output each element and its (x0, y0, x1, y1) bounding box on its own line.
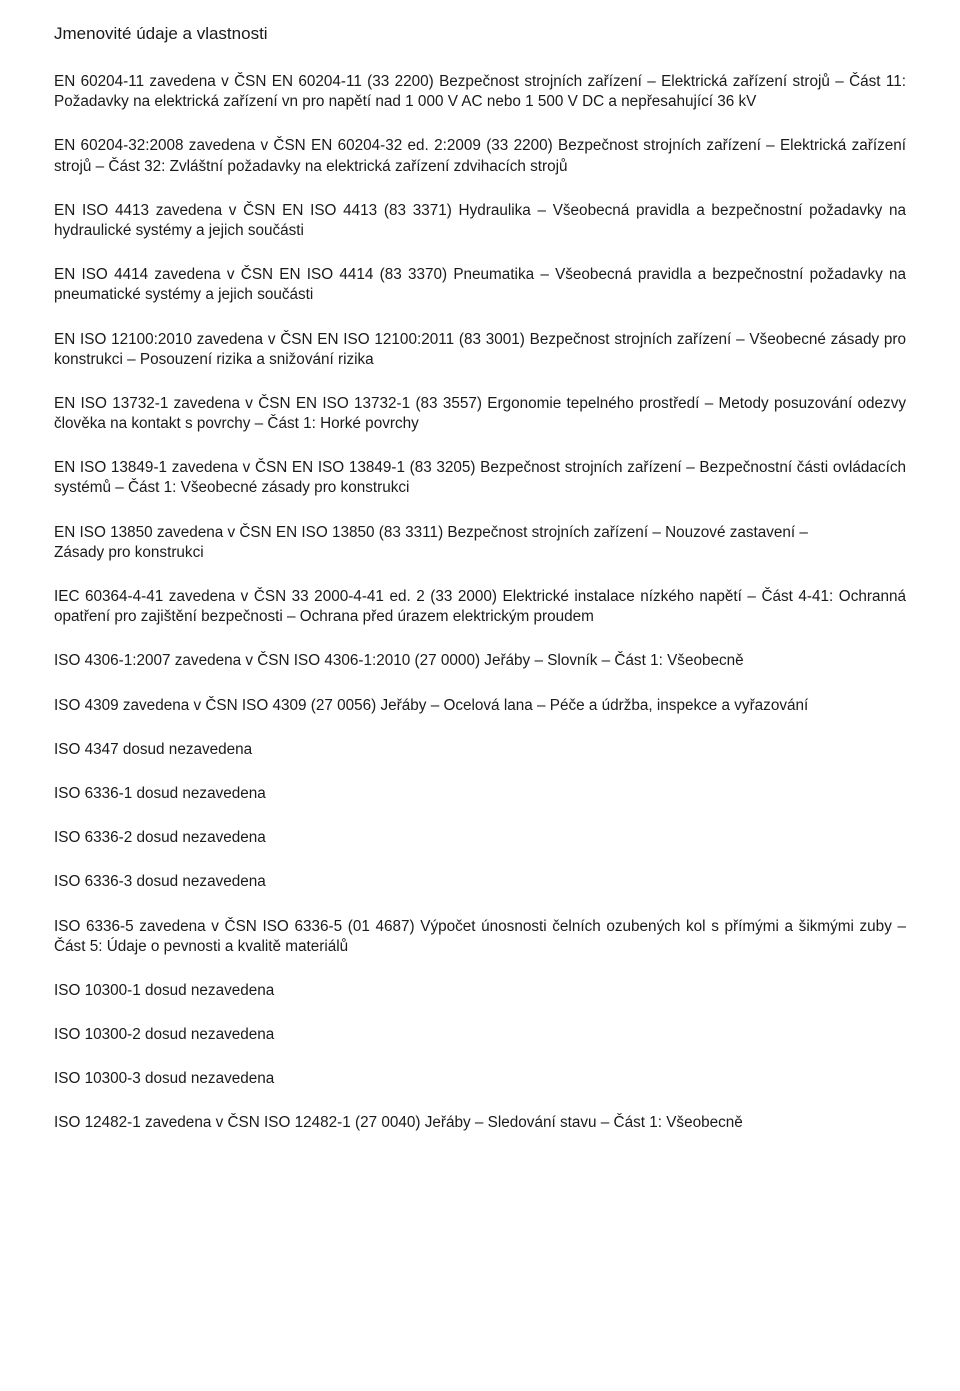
standard-ref: ISO 12482-1 zavedena v ČSN ISO 12482-1 (… (54, 1113, 906, 1133)
standard-ref: ISO 10300-3 dosud nezavedena (54, 1069, 906, 1089)
standard-ref: EN ISO 13732-1 zavedena v ČSN EN ISO 137… (54, 394, 906, 434)
standard-ref: EN ISO 4413 zavedena v ČSN EN ISO 4413 (… (54, 201, 906, 241)
document-page: Jmenovité údaje a vlastnosti EN 60204-11… (0, 0, 960, 1174)
standard-ref: EN 60204-32:2008 zavedena v ČSN EN 60204… (54, 136, 906, 176)
standard-ref: ISO 6336-1 dosud nezavedena (54, 784, 906, 804)
standard-ref: EN 60204-11 zavedena v ČSN EN 60204-11 (… (54, 72, 906, 112)
standard-ref: EN ISO 13850 zavedena v ČSN EN ISO 13850… (54, 523, 906, 563)
standard-ref: ISO 4306-1:2007 zavedena v ČSN ISO 4306-… (54, 651, 906, 671)
standard-ref: ISO 10300-2 dosud nezavedena (54, 1025, 906, 1045)
standard-ref: EN ISO 4414 zavedena v ČSN EN ISO 4414 (… (54, 265, 906, 305)
standard-ref: ISO 4347 dosud nezavedena (54, 740, 906, 760)
standard-ref: ISO 6336-5 zavedena v ČSN ISO 6336-5 (01… (54, 917, 906, 957)
standard-ref: EN ISO 12100:2010 zavedena v ČSN EN ISO … (54, 330, 906, 370)
standard-ref: ISO 6336-2 dosud nezavedena (54, 828, 906, 848)
standard-ref: EN ISO 13849-1 zavedena v ČSN EN ISO 138… (54, 458, 906, 498)
standard-ref: ISO 10300-1 dosud nezavedena (54, 981, 906, 1001)
standard-ref: IEC 60364-4-41 zavedena v ČSN 33 2000-4-… (54, 587, 906, 627)
standard-ref: ISO 6336-3 dosud nezavedena (54, 872, 906, 892)
standard-ref: ISO 4309 zavedena v ČSN ISO 4309 (27 005… (54, 696, 906, 716)
section-heading: Jmenovité údaje a vlastnosti (54, 24, 906, 44)
